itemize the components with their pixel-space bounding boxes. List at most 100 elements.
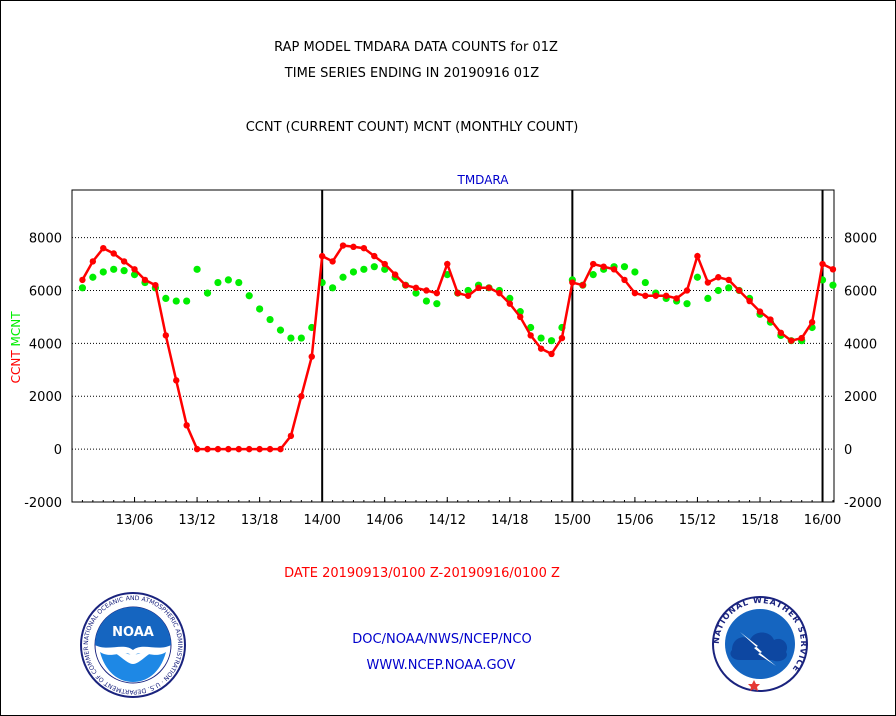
ccnt-point: [548, 350, 555, 358]
x-tick-label: 14/12: [429, 513, 466, 528]
ccnt-point: [298, 393, 305, 400]
ccnt-point: [558, 334, 566, 342]
mcnt-point: [422, 297, 431, 305]
ccnt-point: [360, 244, 368, 252]
ccnt-point: [131, 266, 138, 273]
mcnt-point: [276, 326, 285, 334]
plot-title: TMDARA: [457, 173, 510, 187]
ccnt-point: [694, 252, 701, 260]
y-tick-label-right: 4000: [844, 337, 877, 352]
x-tick-label: 14/06: [366, 513, 403, 528]
url-link[interactable]: WWW.NCEP.NOAA.GOV: [366, 658, 516, 673]
ccnt-point: [193, 445, 201, 453]
ccnt-point: [266, 445, 274, 453]
x-tick-label: 15/06: [616, 513, 653, 528]
y-label-mcnt: MCNT: [9, 311, 23, 347]
noaa-logo-text: NOAA: [112, 625, 154, 640]
y-tick-label-left: 0: [54, 443, 62, 458]
ccnt-point: [214, 445, 222, 453]
mcnt-point: [527, 323, 535, 332]
mcnt-point: [193, 265, 201, 273]
ccnt-point: [735, 287, 743, 294]
x-tick-label: 13/06: [116, 513, 153, 528]
ccnt-point: [704, 279, 712, 286]
ccnt-point: [412, 284, 420, 292]
ccnt-point: [256, 445, 263, 453]
mcnt-point: [620, 263, 629, 271]
mcnt-point: [349, 268, 358, 276]
ccnt-point: [725, 276, 732, 284]
chart-subtitle: CCNT (CURRENT COUNT) MCNT (MONTHLY COUNT…: [245, 120, 579, 135]
ccnt-point: [454, 289, 461, 297]
mcnt-point: [537, 334, 545, 342]
ccnt-point: [788, 337, 795, 344]
ccnt-point: [183, 422, 190, 429]
y-tick-label-left: -2000: [24, 496, 62, 511]
y-tick-label-right: 8000: [844, 232, 877, 247]
chart-title-line2: TIME SERIES ENDING IN 20190916 01Z: [284, 66, 540, 81]
mcnt-point: [360, 265, 368, 273]
x-tick-label: 15/18: [741, 513, 778, 528]
ccnt-point: [402, 281, 409, 289]
mcnt-point: [412, 289, 420, 297]
y-axis-label: CCNT MCNT: [9, 311, 23, 384]
mcnt-point: [245, 292, 253, 300]
mcnt-point: [641, 278, 649, 287]
ccnt-point: [642, 292, 649, 299]
y-tick-label-left: 2000: [29, 390, 62, 405]
mcnt-point: [162, 294, 170, 303]
y-tick-label-right: 6000: [844, 284, 877, 299]
mcnt-point: [683, 300, 691, 308]
mcnt-point: [235, 278, 243, 287]
mcnt-point: [266, 315, 274, 324]
ccnt-point: [89, 258, 97, 265]
ccnt-point: [767, 316, 774, 323]
mcnt-point: [99, 268, 107, 276]
ccnt-point: [350, 243, 357, 251]
x-tick-label: 15/12: [679, 513, 716, 528]
ccnt-point: [329, 258, 336, 265]
mcnt-point: [370, 263, 378, 271]
mcnt-point: [339, 273, 347, 281]
mcnt-point: [693, 273, 702, 281]
grid-layer: [72, 237, 834, 450]
mcnt-point: [172, 297, 180, 305]
ccnt-point: [808, 319, 816, 326]
series-layer: [78, 242, 837, 453]
plot-frame: [71, 189, 835, 503]
ccnt-point: [662, 292, 670, 299]
mcnt-point: [203, 289, 212, 297]
mcnt-point: [120, 267, 128, 275]
ccnt-point: [610, 266, 618, 273]
ccnt-point: [464, 292, 472, 299]
ccnt-point: [100, 244, 107, 252]
ccnt-point: [631, 289, 639, 297]
ccnt-point: [79, 276, 86, 284]
mcnt-point: [631, 268, 639, 276]
ccnt-point: [746, 297, 753, 305]
y-label-ccnt: CCNT: [9, 346, 23, 383]
org-label: DOC/NOAA/NWS/NCEP/NCO: [352, 632, 532, 647]
mcnt-point: [433, 300, 441, 308]
mcnt-point: [443, 271, 451, 279]
ccnt-point: [277, 445, 284, 453]
ccnt-point: [496, 289, 503, 297]
chart-title-line1: RAP MODEL TMDARA DATA COUNTS for 01Z: [274, 40, 558, 55]
ccnt-point: [444, 260, 451, 268]
ccnt-point: [152, 281, 159, 289]
mcnt-point: [547, 337, 556, 345]
ccnt-point: [433, 289, 441, 297]
ccnt-point: [339, 242, 347, 249]
y-tick-label-right: -2000: [844, 496, 882, 511]
ccnt-point: [537, 345, 545, 352]
y-tick-label-left: 6000: [29, 284, 62, 299]
ccnt-point: [308, 353, 315, 360]
x-tick-label: 14/18: [491, 513, 528, 528]
noaa-logo-icon: NOAA NATIONAL OCEANIC AND ATMOSPHERIC AD…: [78, 590, 186, 698]
ccnt-point: [204, 445, 211, 453]
ccnt-point: [381, 260, 388, 268]
ccnt-point: [569, 279, 576, 286]
y-tick-label-left: 8000: [29, 232, 62, 247]
ccnt-point: [527, 332, 534, 339]
